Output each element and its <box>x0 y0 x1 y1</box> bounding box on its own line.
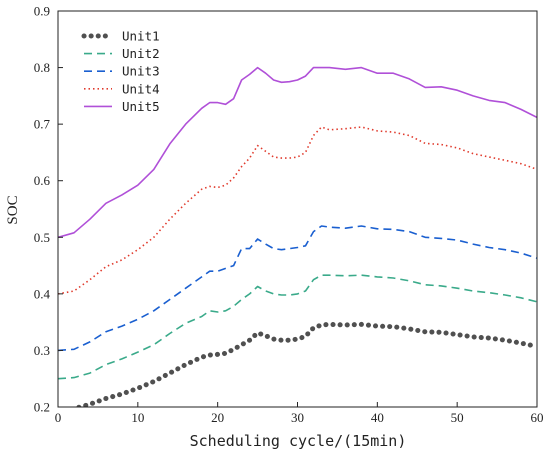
y-tick-label: 0.9 <box>34 4 50 19</box>
y-tick-label: 0.2 <box>34 400 50 415</box>
x-tick-label: 40 <box>371 410 384 425</box>
axes: 0 10 20 30 40 50 60 0.2 0.3 0.4 0.5 0.6 0.7 0.8 0.9 <box>34 4 544 426</box>
y-axis-label: SOC <box>5 195 21 224</box>
series-line-unit2 <box>58 274 537 380</box>
legend-entry-unit2: Unit2 <box>84 46 160 61</box>
legend-entry-unit5: Unit5 <box>84 99 160 114</box>
x-tick-label: 30 <box>291 410 304 425</box>
y-tick-label: 0.7 <box>34 117 51 132</box>
series-line-unit5 <box>58 66 537 239</box>
x-tick-label: 20 <box>211 410 224 425</box>
x-tick-label: 60 <box>531 410 544 425</box>
legend-label: Unit1 <box>122 29 160 44</box>
legend-entry-unit1: Unit1 <box>81 29 160 44</box>
x-tick-label: 50 <box>451 410 464 425</box>
plot-area <box>58 66 537 407</box>
y-tick-label: 0.3 <box>34 343 50 358</box>
legend-label: Unit5 <box>122 99 160 114</box>
series-line-unit1 <box>69 321 537 407</box>
y-tick-label: 0.6 <box>34 173 51 188</box>
series-line-unit4 <box>58 126 537 295</box>
legend-label: Unit2 <box>122 46 160 61</box>
legend: Unit1 Unit2 Unit3 Unit4 Unit5 <box>81 29 160 114</box>
y-tick-label: 0.5 <box>34 230 50 245</box>
y-tick-label: 0.4 <box>34 286 51 301</box>
x-tick-label: 10 <box>131 410 144 425</box>
legend-entry-unit4: Unit4 <box>84 81 160 96</box>
series-lines <box>58 66 537 407</box>
legend-label: Unit4 <box>122 81 160 96</box>
series-line-unit3 <box>58 225 537 352</box>
y-tick-label: 0.8 <box>34 60 50 75</box>
x-tick-label: 0 <box>55 410 62 425</box>
legend-entry-unit3: Unit3 <box>84 64 160 79</box>
legend-label: Unit3 <box>122 64 160 79</box>
x-axis-label: Scheduling cycle/(15min) <box>190 432 407 450</box>
